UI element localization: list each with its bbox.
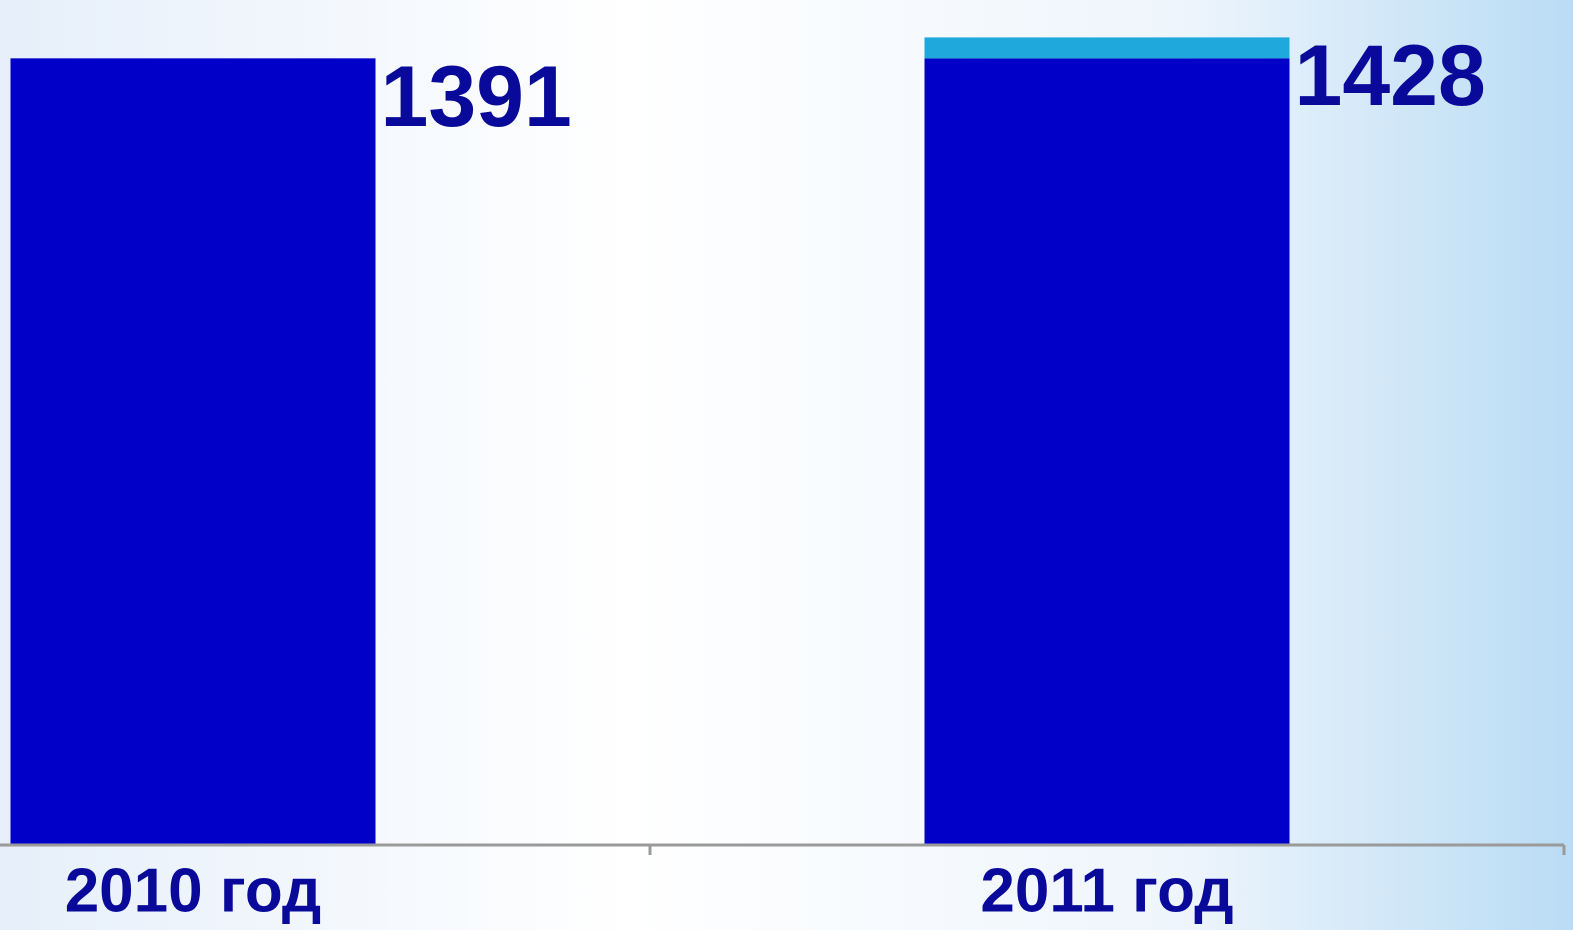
bar-segment	[924, 37, 1290, 59]
bar-segment	[10, 58, 376, 845]
x-tick-label: 2010 год	[65, 856, 322, 925]
x-tick-label: 2011 год	[980, 856, 1233, 925]
bar-segment	[924, 58, 1290, 845]
total-label: 1391	[381, 49, 572, 145]
total-label: 1428	[1295, 28, 1486, 124]
